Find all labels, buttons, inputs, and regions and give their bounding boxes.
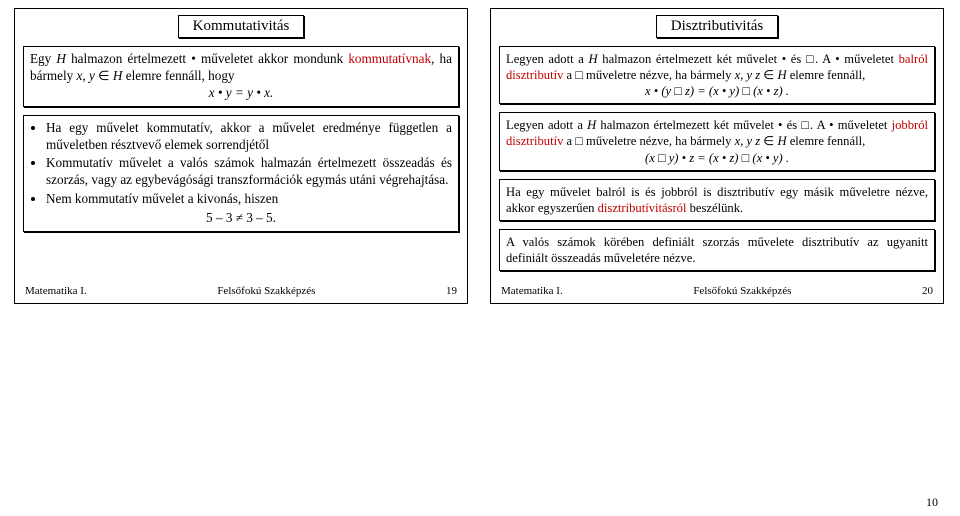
txt: H bbox=[587, 118, 596, 132]
kommutativ: kommutatívnak bbox=[348, 51, 431, 66]
footer-num: 20 bbox=[922, 285, 933, 297]
txt: H bbox=[56, 51, 66, 66]
txt: halmazon értelmezett két művelet • és □.… bbox=[598, 52, 899, 66]
footer-right: Matematika I. Felsőfokú Szakképzés 20 bbox=[499, 279, 935, 299]
slide-left: Kommutativitás Egy H halmazon értelmezet… bbox=[14, 8, 468, 304]
txt: ∈ bbox=[760, 68, 777, 82]
title-row-left: Kommutativitás bbox=[23, 15, 459, 38]
title-right: Disztributivitás bbox=[656, 15, 779, 38]
right-block1-eq: x • (y □ z) = (x • y) □ (x • z) . bbox=[506, 83, 928, 99]
left-block1: Egy H halmazon értelmezett • műveletet a… bbox=[23, 46, 459, 107]
txt: elemre fennáll, bbox=[787, 134, 866, 148]
footer-left: Matematika I. Felsőfokú Szakképzés 19 bbox=[23, 279, 459, 299]
footer-course: Matematika I. bbox=[25, 285, 87, 297]
txt: elemre fennáll, bbox=[787, 68, 866, 82]
txt: elemre fennáll, hogy bbox=[122, 68, 234, 83]
txt: Egy bbox=[30, 51, 56, 66]
slide-right-body: Disztributivitás Legyen adott a H halmaz… bbox=[499, 15, 935, 279]
txt: H bbox=[777, 134, 786, 148]
txt: Legyen adott a bbox=[506, 52, 589, 66]
footer-course: Matematika I. bbox=[501, 285, 563, 297]
right-block1: Legyen adott a H halmazon értelmezett ké… bbox=[499, 46, 935, 104]
li: Nem kommutatív művelet a kivonás, hiszen bbox=[46, 191, 452, 208]
disztr: disztributívitásról bbox=[598, 201, 687, 215]
title-left: Kommutativitás bbox=[178, 15, 305, 38]
txt: H bbox=[777, 68, 786, 82]
right-block2-eq: (x □ y) • z = (x • z) □ (x • y) . bbox=[506, 150, 928, 166]
left-block2: Ha egy művelet kommutatív, akkor a művel… bbox=[23, 115, 459, 232]
right-block3: Ha egy művelet balról is és jobbról is d… bbox=[499, 179, 935, 221]
left-block2-list: Ha egy művelet kommutatív, akkor a művel… bbox=[30, 120, 452, 208]
footer-num: 19 bbox=[446, 285, 457, 297]
txt: A valós számok körében definiált szorzás… bbox=[506, 235, 928, 265]
footer-mid: Felsőfokú Szakképzés bbox=[693, 285, 791, 297]
slides-row: Kommutativitás Egy H halmazon értelmezet… bbox=[0, 0, 960, 304]
page-number: 10 bbox=[926, 495, 938, 510]
txt: ∈ bbox=[95, 68, 113, 83]
txt: beszélünk. bbox=[686, 201, 743, 215]
li: Ha egy művelet kommutatív, akkor a művel… bbox=[46, 120, 452, 154]
right-block4: A valós számok körében definiált szorzás… bbox=[499, 229, 935, 271]
txt: ∈ bbox=[760, 134, 777, 148]
txt: Nem kommutatív művelet a kivonás, hiszen bbox=[46, 191, 278, 206]
txt: Legyen adott a bbox=[506, 118, 587, 132]
slide-left-body: Kommutativitás Egy H halmazon értelmezet… bbox=[23, 15, 459, 279]
txt: halmazon értelmezett két művelet • és □.… bbox=[596, 118, 891, 132]
title-row-right: Disztributivitás bbox=[499, 15, 935, 38]
li: Kommutatív művelet a valós számok halmaz… bbox=[46, 155, 452, 189]
slide-right: Disztributivitás Legyen adott a H halmaz… bbox=[490, 8, 944, 304]
txt: halmazon értelmezett • műveletet akkor m… bbox=[66, 51, 348, 66]
txt: x, y z bbox=[735, 68, 761, 82]
txt: H bbox=[589, 52, 598, 66]
txt: a □ műveletre nézve, ha bármely bbox=[563, 68, 734, 82]
txt: x, y bbox=[77, 68, 95, 83]
footer-mid: Felsőfokú Szakképzés bbox=[217, 285, 315, 297]
txt: x, y z bbox=[735, 134, 761, 148]
right-block2: Legyen adott a H halmazon értelmezett ké… bbox=[499, 112, 935, 170]
left-block1-eq: x • y = y • x. bbox=[30, 85, 452, 102]
left-block2-eq: 5 – 3 ≠ 3 – 5. bbox=[30, 210, 452, 227]
txt: a □ műveletre nézve, ha bármely bbox=[563, 134, 734, 148]
